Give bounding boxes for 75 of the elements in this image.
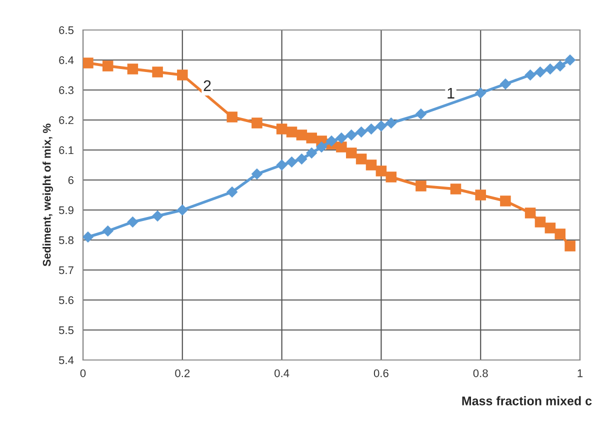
- y-tick-label: 5.4: [58, 356, 74, 364]
- y-tick-label: 6.5: [59, 26, 74, 34]
- point: [524, 70, 536, 80]
- point: [252, 168, 262, 180]
- point: [386, 118, 397, 128]
- point: [276, 124, 288, 134]
- point: [544, 64, 556, 74]
- point: [356, 154, 367, 164]
- point: [416, 108, 426, 120]
- y-tick-label: 6.2: [59, 116, 74, 124]
- point: [306, 132, 317, 144]
- point: [500, 196, 511, 206]
- point: [346, 130, 357, 140]
- point: [554, 60, 566, 72]
- point: [544, 222, 556, 234]
- point: [336, 142, 347, 152]
- y-tick-label: 5.5: [58, 326, 74, 334]
- point: [286, 156, 298, 168]
- point: [524, 208, 536, 218]
- point: [376, 166, 387, 176]
- y-tick-label: 5.9: [58, 206, 74, 214]
- x-axis-title: Mass fraction mixed c: [462, 396, 592, 406]
- y-tick-label: 6: [68, 176, 74, 184]
- x-tick-label: 0: [80, 369, 86, 378]
- point: [500, 78, 511, 90]
- point: [564, 54, 576, 66]
- y-tick-label: 5.6: [58, 296, 74, 304]
- x-tick-label: 0.2: [175, 369, 190, 378]
- point: [554, 228, 566, 240]
- x-tick-label: 0.4: [274, 369, 290, 378]
- y-axis-title: Sediment, weight of mix, %: [42, 124, 53, 266]
- y-tick-label: 6.3: [59, 86, 74, 94]
- point: [534, 66, 546, 78]
- point: [176, 204, 188, 216]
- point: [102, 226, 114, 236]
- point: [376, 120, 387, 132]
- y-tick-label: 6.1: [59, 146, 74, 154]
- x-tick-label: 0.8: [473, 369, 488, 378]
- series-label: 2: [204, 80, 211, 91]
- point: [177, 70, 188, 80]
- point: [366, 124, 377, 134]
- point: [152, 210, 163, 222]
- point: [316, 142, 327, 152]
- point: [386, 172, 397, 182]
- y-tick-label: 6.4: [59, 56, 74, 64]
- point: [102, 60, 114, 72]
- y-tick-label: 5.8: [58, 236, 74, 244]
- point: [356, 126, 367, 138]
- point: [226, 186, 238, 198]
- point: [152, 66, 163, 78]
- point: [564, 240, 576, 252]
- point: [226, 112, 238, 122]
- point: [336, 132, 347, 144]
- point: [127, 216, 138, 228]
- point: [296, 154, 308, 164]
- point: [276, 160, 288, 170]
- x-tick-label: 0.6: [374, 369, 388, 378]
- point: [450, 184, 462, 194]
- point: [83, 232, 94, 242]
- x-tick-label: 1: [578, 369, 583, 378]
- point: [475, 190, 486, 200]
- point: [326, 136, 337, 146]
- point: [306, 148, 318, 158]
- point: [366, 160, 377, 170]
- point: [416, 180, 426, 192]
- point: [475, 88, 486, 98]
- point: [252, 118, 262, 128]
- point: [286, 126, 298, 138]
- y-tick-label: 5.7: [58, 266, 74, 274]
- point: [346, 148, 357, 158]
- point: [127, 64, 138, 74]
- point: [83, 58, 94, 68]
- point: [296, 130, 308, 140]
- point: [534, 216, 546, 228]
- series-label: 1: [448, 88, 454, 98]
